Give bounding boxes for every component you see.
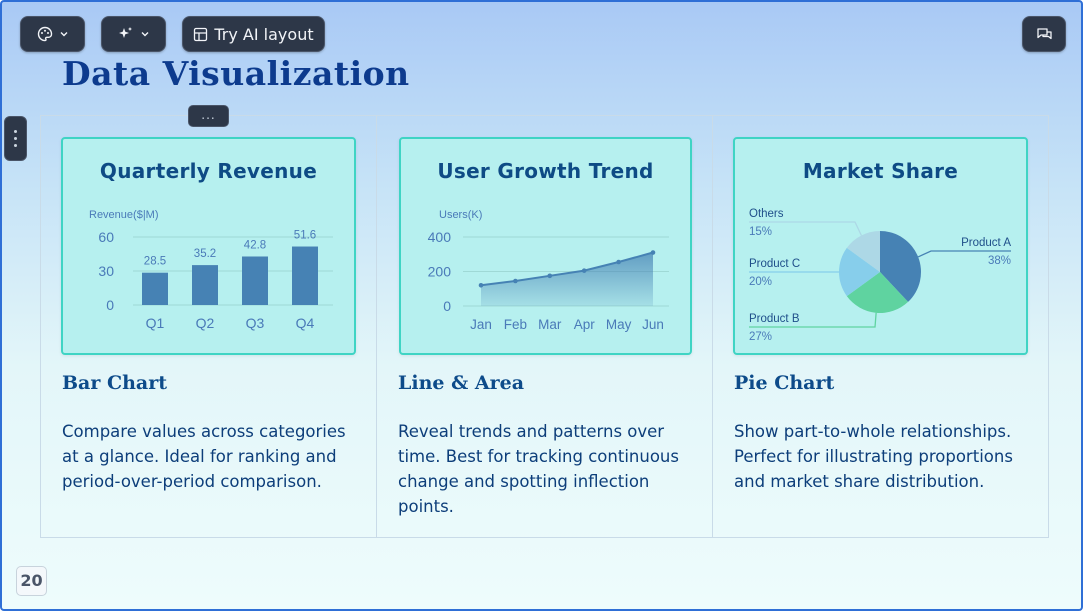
x-tick-label: Q4 bbox=[296, 315, 315, 331]
data-point bbox=[547, 273, 553, 279]
x-tick-label: Q2 bbox=[196, 315, 215, 331]
section-options-tab[interactable]: ... bbox=[188, 105, 229, 127]
x-tick-label: May bbox=[606, 317, 632, 332]
data-point bbox=[478, 283, 484, 288]
x-tick-label: Q3 bbox=[246, 315, 265, 331]
pie-chart: Product A 38% Product B 27% Product C 20% Othe… bbox=[749, 208, 1011, 343]
drag-handle[interactable] bbox=[4, 116, 27, 161]
line-chart: Users(K) 0 200 400 Jan Feb Mar Apr May Jun bbox=[428, 209, 669, 332]
x-tick-label: Mar bbox=[538, 317, 562, 332]
pie-slice bbox=[846, 272, 909, 313]
column-description: Show part-to-whole relationships. Perfec… bbox=[734, 422, 1013, 491]
y-axis-label: Revenue($|M) bbox=[89, 209, 159, 221]
chevron-down-icon bbox=[141, 32, 148, 37]
pie-slice-value: 15% bbox=[749, 226, 772, 238]
bar bbox=[292, 246, 318, 305]
pie-slice bbox=[846, 231, 880, 272]
palette-icon bbox=[37, 26, 52, 42]
line-chart-card[interactable]: User Growth Trend Users(K) 0 200 400 Jan Feb M… bbox=[399, 137, 692, 355]
pie-slice-name: Others bbox=[749, 208, 784, 220]
y-tick-label: 200 bbox=[428, 264, 452, 280]
y-tick-label: 30 bbox=[98, 263, 114, 279]
pie-slice-name: Product C bbox=[749, 258, 800, 270]
bar bbox=[242, 256, 268, 305]
theme-button[interactable] bbox=[20, 16, 85, 52]
column-heading: Pie Chart bbox=[734, 372, 835, 394]
page-number: 20 bbox=[16, 566, 47, 596]
card-title: Market Share bbox=[802, 159, 959, 183]
y-tick-label: 400 bbox=[428, 229, 452, 245]
bar-value-label: 28.5 bbox=[144, 256, 166, 268]
magic-button[interactable] bbox=[101, 16, 166, 52]
column-bar: Quarterly Revenue Revenue($|M) 0 30 60 28.5 Q… bbox=[41, 116, 377, 537]
column-description: Reveal trends and patterns over time. Be… bbox=[398, 422, 679, 516]
pie-slice bbox=[839, 247, 880, 297]
pie-leader-line bbox=[749, 312, 877, 328]
layout-icon bbox=[194, 27, 208, 41]
pie-slice-value: 38% bbox=[988, 255, 1011, 267]
area-fill bbox=[481, 252, 653, 306]
bar-chart-card[interactable]: Quarterly Revenue Revenue($|M) 0 30 60 28.5 Q… bbox=[61, 137, 356, 355]
x-tick-label: Jan bbox=[470, 317, 492, 332]
bar bbox=[142, 272, 168, 305]
y-tick-label: 0 bbox=[443, 298, 451, 314]
card-grid: Quarterly Revenue Revenue($|M) 0 30 60 28.5 Q… bbox=[40, 115, 1049, 538]
comment-button[interactable] bbox=[1022, 16, 1066, 52]
card-title: Quarterly Revenue bbox=[99, 159, 318, 183]
y-axis-label: Users(K) bbox=[439, 209, 482, 221]
y-tick-label: 60 bbox=[98, 229, 114, 245]
x-tick-label: Feb bbox=[504, 317, 527, 332]
bar-value-label: 42.8 bbox=[244, 239, 266, 251]
series-line bbox=[480, 251, 654, 287]
sparkles-icon bbox=[118, 27, 132, 38]
data-point bbox=[650, 250, 656, 255]
column-heading: Bar Chart bbox=[62, 372, 168, 394]
bar bbox=[192, 265, 218, 305]
pie-leader-line bbox=[917, 250, 1011, 258]
y-tick-label: 0 bbox=[106, 297, 114, 313]
x-tick-label: Q1 bbox=[146, 315, 165, 331]
pie-chart-card[interactable]: Market Share Product A 38% Product B 27% Pro… bbox=[733, 137, 1028, 355]
pie-slice-name: Product B bbox=[749, 313, 800, 325]
data-point bbox=[513, 278, 518, 284]
column-line: User Growth Trend Users(K) 0 200 400 Jan Feb M… bbox=[377, 116, 713, 537]
column-description: Compare values across categories at a gl… bbox=[62, 422, 346, 491]
column-heading: Line & Area bbox=[398, 372, 525, 394]
pie-leader-line bbox=[749, 221, 862, 236]
bar-value-label: 51.6 bbox=[294, 230, 316, 242]
page-title: Data Visualization bbox=[62, 54, 410, 93]
pie-slice-value: 27% bbox=[749, 331, 772, 343]
try-ai-layout-label: Try AI layout bbox=[214, 24, 314, 44]
pie-slice-value: 20% bbox=[749, 276, 772, 288]
try-ai-layout-button[interactable]: Try AI layout bbox=[182, 16, 325, 52]
bar-chart: Revenue($|M) 0 30 60 28.5 Q1 35.2 Q2 42.8 Q3 51.6 Q… bbox=[89, 209, 333, 331]
data-point bbox=[616, 259, 621, 265]
column-pie: Market Share Product A 38% Product B 27% Pro… bbox=[713, 116, 1048, 537]
pie-slice-name: Product A bbox=[961, 237, 1011, 249]
data-point bbox=[581, 268, 587, 273]
pie-slice bbox=[880, 231, 921, 302]
bar-value-label: 35.2 bbox=[194, 248, 216, 260]
x-tick-label: Jun bbox=[642, 317, 664, 332]
comment-icon bbox=[1036, 27, 1052, 39]
chevron-down-icon bbox=[60, 32, 67, 37]
x-tick-label: Apr bbox=[574, 317, 596, 332]
card-title: User Growth Trend bbox=[437, 159, 654, 183]
